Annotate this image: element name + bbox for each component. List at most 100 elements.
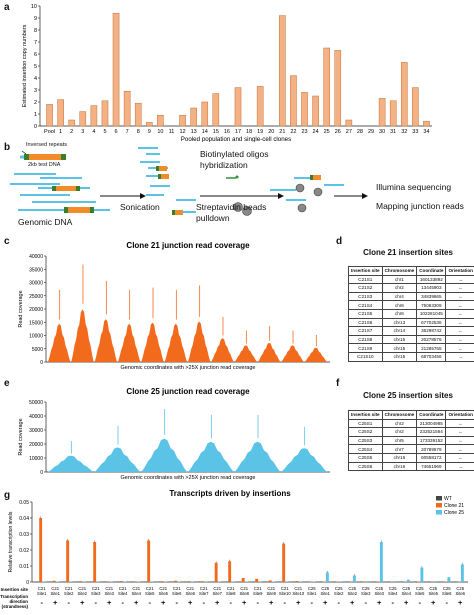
x-tick-clone: C21 bbox=[51, 586, 59, 591]
table-cell: → bbox=[445, 274, 474, 285]
table-header-cell: Insertion site bbox=[348, 266, 383, 276]
bar bbox=[345, 119, 353, 127]
x-tick-clone: C21 bbox=[254, 586, 262, 591]
x-tick-clone: C21 bbox=[132, 586, 140, 591]
table-cell: ← bbox=[445, 317, 474, 328]
table-row: C21S8 chr15 20278576 ← bbox=[348, 334, 474, 345]
table-cell: C25S6 bbox=[348, 461, 383, 472]
strand-direction: + bbox=[323, 598, 328, 607]
x-tick-clone: C25 bbox=[402, 586, 410, 591]
table-cell: C21S10 bbox=[348, 351, 383, 362]
x-tick-label: 34 bbox=[423, 129, 429, 135]
x-tick-label: 12 bbox=[180, 129, 186, 135]
genomic-dna-strands bbox=[10, 173, 110, 213]
table-cell: ← bbox=[445, 452, 474, 463]
bar bbox=[90, 105, 98, 127]
row-label-insertion-site: Insertion site bbox=[1, 587, 29, 592]
coverage-peak bbox=[281, 448, 327, 472]
row-label-direction-3: (strandness) bbox=[2, 604, 29, 609]
x-tick-label: 2 bbox=[70, 129, 73, 135]
bar bbox=[325, 572, 329, 582]
x-tick-site: Site9 bbox=[253, 591, 263, 596]
coverage-peak bbox=[258, 342, 281, 362]
bar bbox=[339, 581, 343, 582]
y-tick-label: 3 bbox=[34, 88, 37, 94]
bar bbox=[290, 75, 297, 127]
y-tick-label: 9 bbox=[34, 16, 37, 22]
hybridization-line-2: hybridization bbox=[200, 160, 248, 170]
table-cell: C21S3 bbox=[348, 291, 383, 302]
strand-direction: + bbox=[53, 598, 58, 607]
table-cell: 34839665 bbox=[416, 291, 447, 302]
biotin-icon bbox=[235, 175, 239, 179]
table-row: C21S2 chr2 13445903 ← bbox=[348, 283, 474, 293]
x-tick-site: Site4 bbox=[131, 591, 141, 596]
table-cell: C21S2 bbox=[348, 283, 383, 293]
test-dna-segment bbox=[29, 154, 61, 160]
table-cell: 74651969 bbox=[416, 461, 447, 472]
strand-direction: + bbox=[404, 598, 409, 607]
strand-direction: + bbox=[107, 598, 112, 607]
bar bbox=[400, 62, 408, 127]
table-cell: 102281045 bbox=[416, 308, 447, 319]
x-tick-site: Site6 bbox=[455, 591, 465, 596]
bar bbox=[389, 100, 397, 127]
table-cell: C21S5 bbox=[348, 308, 383, 319]
strand-direction: - bbox=[95, 598, 98, 607]
table-cell: 67702536 bbox=[416, 317, 447, 328]
x-tick-label: 18 bbox=[246, 129, 252, 135]
x-tick-clone: C21 bbox=[294, 586, 302, 591]
clone21-table-title: Clone 21 insertion sites bbox=[363, 248, 453, 257]
x-tick-site: Site3 bbox=[104, 591, 114, 596]
y-tick-label: 5 bbox=[34, 64, 37, 70]
y-tick-label: 40000 bbox=[29, 254, 43, 260]
pulldown-line-1: Streptavidin beads bbox=[196, 202, 267, 212]
table-cell: C21S6 bbox=[348, 317, 383, 328]
table-cell: chr14 bbox=[381, 326, 418, 336]
table-cell: chr6 bbox=[381, 300, 418, 310]
x-tick-clone: C25 bbox=[389, 586, 397, 591]
repeat-left bbox=[24, 154, 29, 160]
coverage-peak bbox=[188, 321, 211, 362]
table-cell: 68703456 bbox=[416, 351, 447, 362]
coverage-peak bbox=[281, 345, 304, 362]
x-tick-clone: C21 bbox=[173, 586, 181, 591]
x-tick-label: 16 bbox=[224, 129, 230, 135]
table-cell: ← bbox=[445, 444, 474, 454]
x-tick-site: Site9 bbox=[266, 591, 276, 596]
table-cell: C25S1 bbox=[348, 418, 383, 429]
x-tick-label: 32 bbox=[401, 129, 407, 135]
x-tick-label: Pool bbox=[44, 129, 55, 135]
y-axis-label: Relative transcription levels bbox=[8, 511, 14, 572]
table-cell: chr7 bbox=[381, 444, 418, 454]
y-tick-label: 50000 bbox=[29, 400, 43, 406]
bar bbox=[234, 87, 242, 127]
y-tick-label: 15000 bbox=[29, 320, 43, 326]
row-label-direction-2: direction bbox=[9, 599, 28, 604]
table-cell: 173339152 bbox=[416, 435, 447, 446]
x-tick-site: Site2 bbox=[347, 591, 357, 596]
bar bbox=[68, 119, 76, 127]
y-tick-label: 2 bbox=[34, 100, 37, 106]
coverage-peak bbox=[304, 347, 327, 362]
table-header-cell: Coordinate bbox=[416, 410, 447, 420]
y-tick-label: 7 bbox=[34, 40, 37, 46]
x-tick-clone: C21 bbox=[38, 586, 46, 591]
x-tick-label: 15 bbox=[213, 129, 219, 135]
bar bbox=[133, 581, 137, 582]
table-row: C21S6 chr13 67702536 ← bbox=[348, 317, 474, 328]
genomic-dna-label: Genomic DNA bbox=[18, 217, 73, 227]
panel-label-c: c bbox=[4, 236, 10, 247]
bar bbox=[66, 540, 70, 582]
coverage-peak bbox=[164, 323, 187, 362]
bar bbox=[241, 578, 245, 582]
legend-swatch bbox=[436, 510, 442, 515]
bar bbox=[301, 92, 308, 127]
strand-direction: + bbox=[242, 598, 247, 607]
x-tick-site: Site1 bbox=[37, 591, 47, 596]
table-cell: chr6 bbox=[381, 308, 418, 319]
bar bbox=[352, 575, 356, 582]
bar bbox=[106, 581, 110, 582]
x-tick-site: Site3 bbox=[91, 591, 101, 596]
